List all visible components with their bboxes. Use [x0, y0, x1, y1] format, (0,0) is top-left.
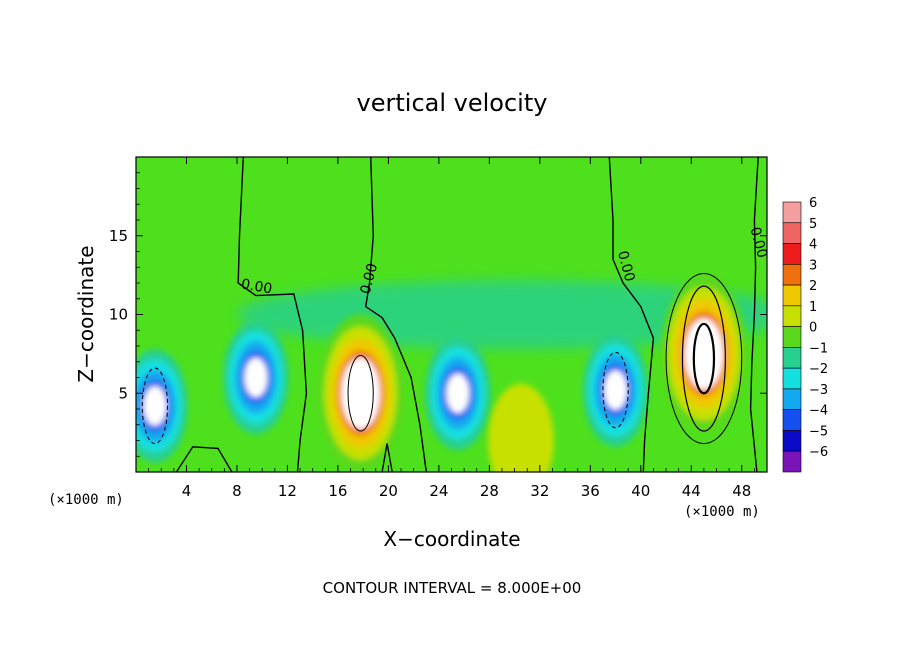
colorbar-label: 1 — [809, 300, 817, 315]
colorbar-label: −6 — [809, 445, 828, 460]
zero-contour-line — [175, 446, 233, 472]
contour-label: 0.00 — [240, 276, 273, 297]
field-core — [684, 318, 724, 390]
colorbar-swatch — [782, 430, 802, 452]
x-tick-label: 16 — [328, 482, 347, 500]
colorbar-swatch — [782, 264, 802, 286]
colorbar-swatch — [782, 222, 802, 244]
x-tick-label: 32 — [530, 482, 549, 500]
field-feature — [660, 275, 747, 433]
y-axis-label: Z−coordinate — [74, 245, 98, 382]
y-tick-label: 5 — [118, 384, 128, 402]
colorbar-swatch — [782, 284, 802, 307]
colorbar-swatch — [782, 388, 802, 410]
contour-label: 0.00 — [746, 225, 770, 259]
x-tick-label: 8 — [232, 482, 242, 500]
colorbar-swatch — [782, 409, 802, 431]
contour-interval-footer: CONTOUR INTERVAL = 8.000E+00 — [323, 579, 582, 597]
colorbar-label: 5 — [809, 217, 817, 232]
colorbar-swatch — [782, 243, 802, 265]
x-tick-label: 36 — [581, 482, 600, 500]
x-tick-label: 4 — [182, 482, 192, 500]
strong-contour-line — [692, 322, 716, 395]
field-feature — [136, 349, 188, 463]
field-layer — [136, 275, 767, 472]
zero-contour-line — [381, 443, 393, 472]
colorbar-label: 3 — [809, 258, 817, 273]
contour-label: 0.00 — [614, 249, 638, 283]
x-unit-label-left: (×1000 m) — [48, 492, 124, 508]
contour-layer — [141, 157, 759, 472]
field-core — [143, 386, 167, 426]
colorbar-label: 6 — [809, 196, 817, 211]
colorbar-label: 0 — [809, 321, 817, 336]
x-tick-label: 20 — [379, 482, 398, 500]
x-tick-label: 24 — [429, 482, 448, 500]
colorbar-swatch — [782, 367, 802, 390]
colorbar-swatch — [782, 201, 802, 224]
x-tick-label: 28 — [480, 482, 499, 500]
x-tick-label: 44 — [682, 482, 701, 500]
zero-contour-line — [749, 157, 759, 472]
field-feature — [317, 314, 404, 472]
y-tick-label: 15 — [109, 227, 128, 245]
zero-contour-line — [608, 157, 655, 472]
y-axis-ticks: 5 10 15 — [109, 172, 767, 457]
x-tick-label: 12 — [278, 482, 297, 500]
feature-contour-line — [602, 351, 629, 429]
y-tick-label: 10 — [109, 306, 128, 324]
contour-labels: 0.00 0.00 0.00 0.00 — [240, 225, 770, 297]
colorbar-label: 2 — [809, 279, 817, 294]
zero-contour-line — [237, 157, 308, 472]
colorbar-label: −2 — [809, 362, 828, 377]
x-axis-ticks: 4 8 12 16 20 24 28 32 36 40 44 48 — [148, 157, 755, 500]
field-feature — [582, 333, 649, 447]
field-core — [244, 357, 268, 398]
strong-contour-line — [665, 273, 743, 445]
colorbar: 6 5 4 3 2 1 0 −1 −2 −3 −4 −5 −6 — [782, 196, 828, 473]
colorbar-label: −5 — [809, 425, 828, 440]
field-feature — [488, 383, 554, 472]
field-core — [604, 370, 628, 410]
colorbar-swatch — [782, 326, 802, 348]
x-unit-label-right: (×1000 m) — [684, 504, 760, 520]
colorbar-label: −4 — [809, 404, 828, 419]
strong-contour-line — [681, 285, 726, 432]
colorbar-label: −1 — [809, 341, 828, 356]
x-axis-label: X−coordinate — [383, 527, 520, 551]
feature-contour-line — [347, 354, 374, 432]
feature-contour-line — [141, 367, 169, 445]
zero-contour-line — [364, 157, 427, 472]
colorbar-swatch — [782, 347, 802, 369]
field-feature — [424, 336, 491, 450]
colorbar-label: −3 — [809, 383, 828, 398]
chart-title: vertical velocity — [357, 89, 548, 117]
field-core — [446, 373, 470, 414]
plot-area — [136, 157, 767, 472]
x-tick-label: 48 — [732, 482, 751, 500]
field-core — [341, 357, 380, 429]
colorbar-swatch — [782, 450, 802, 473]
field-feature — [223, 320, 289, 435]
colorbar-label: 4 — [809, 238, 817, 253]
contour-label: 0.00 — [358, 262, 382, 296]
x-tick-label: 40 — [631, 482, 650, 500]
field-contour-fill — [488, 383, 554, 472]
colorbar-swatch — [782, 305, 802, 327]
